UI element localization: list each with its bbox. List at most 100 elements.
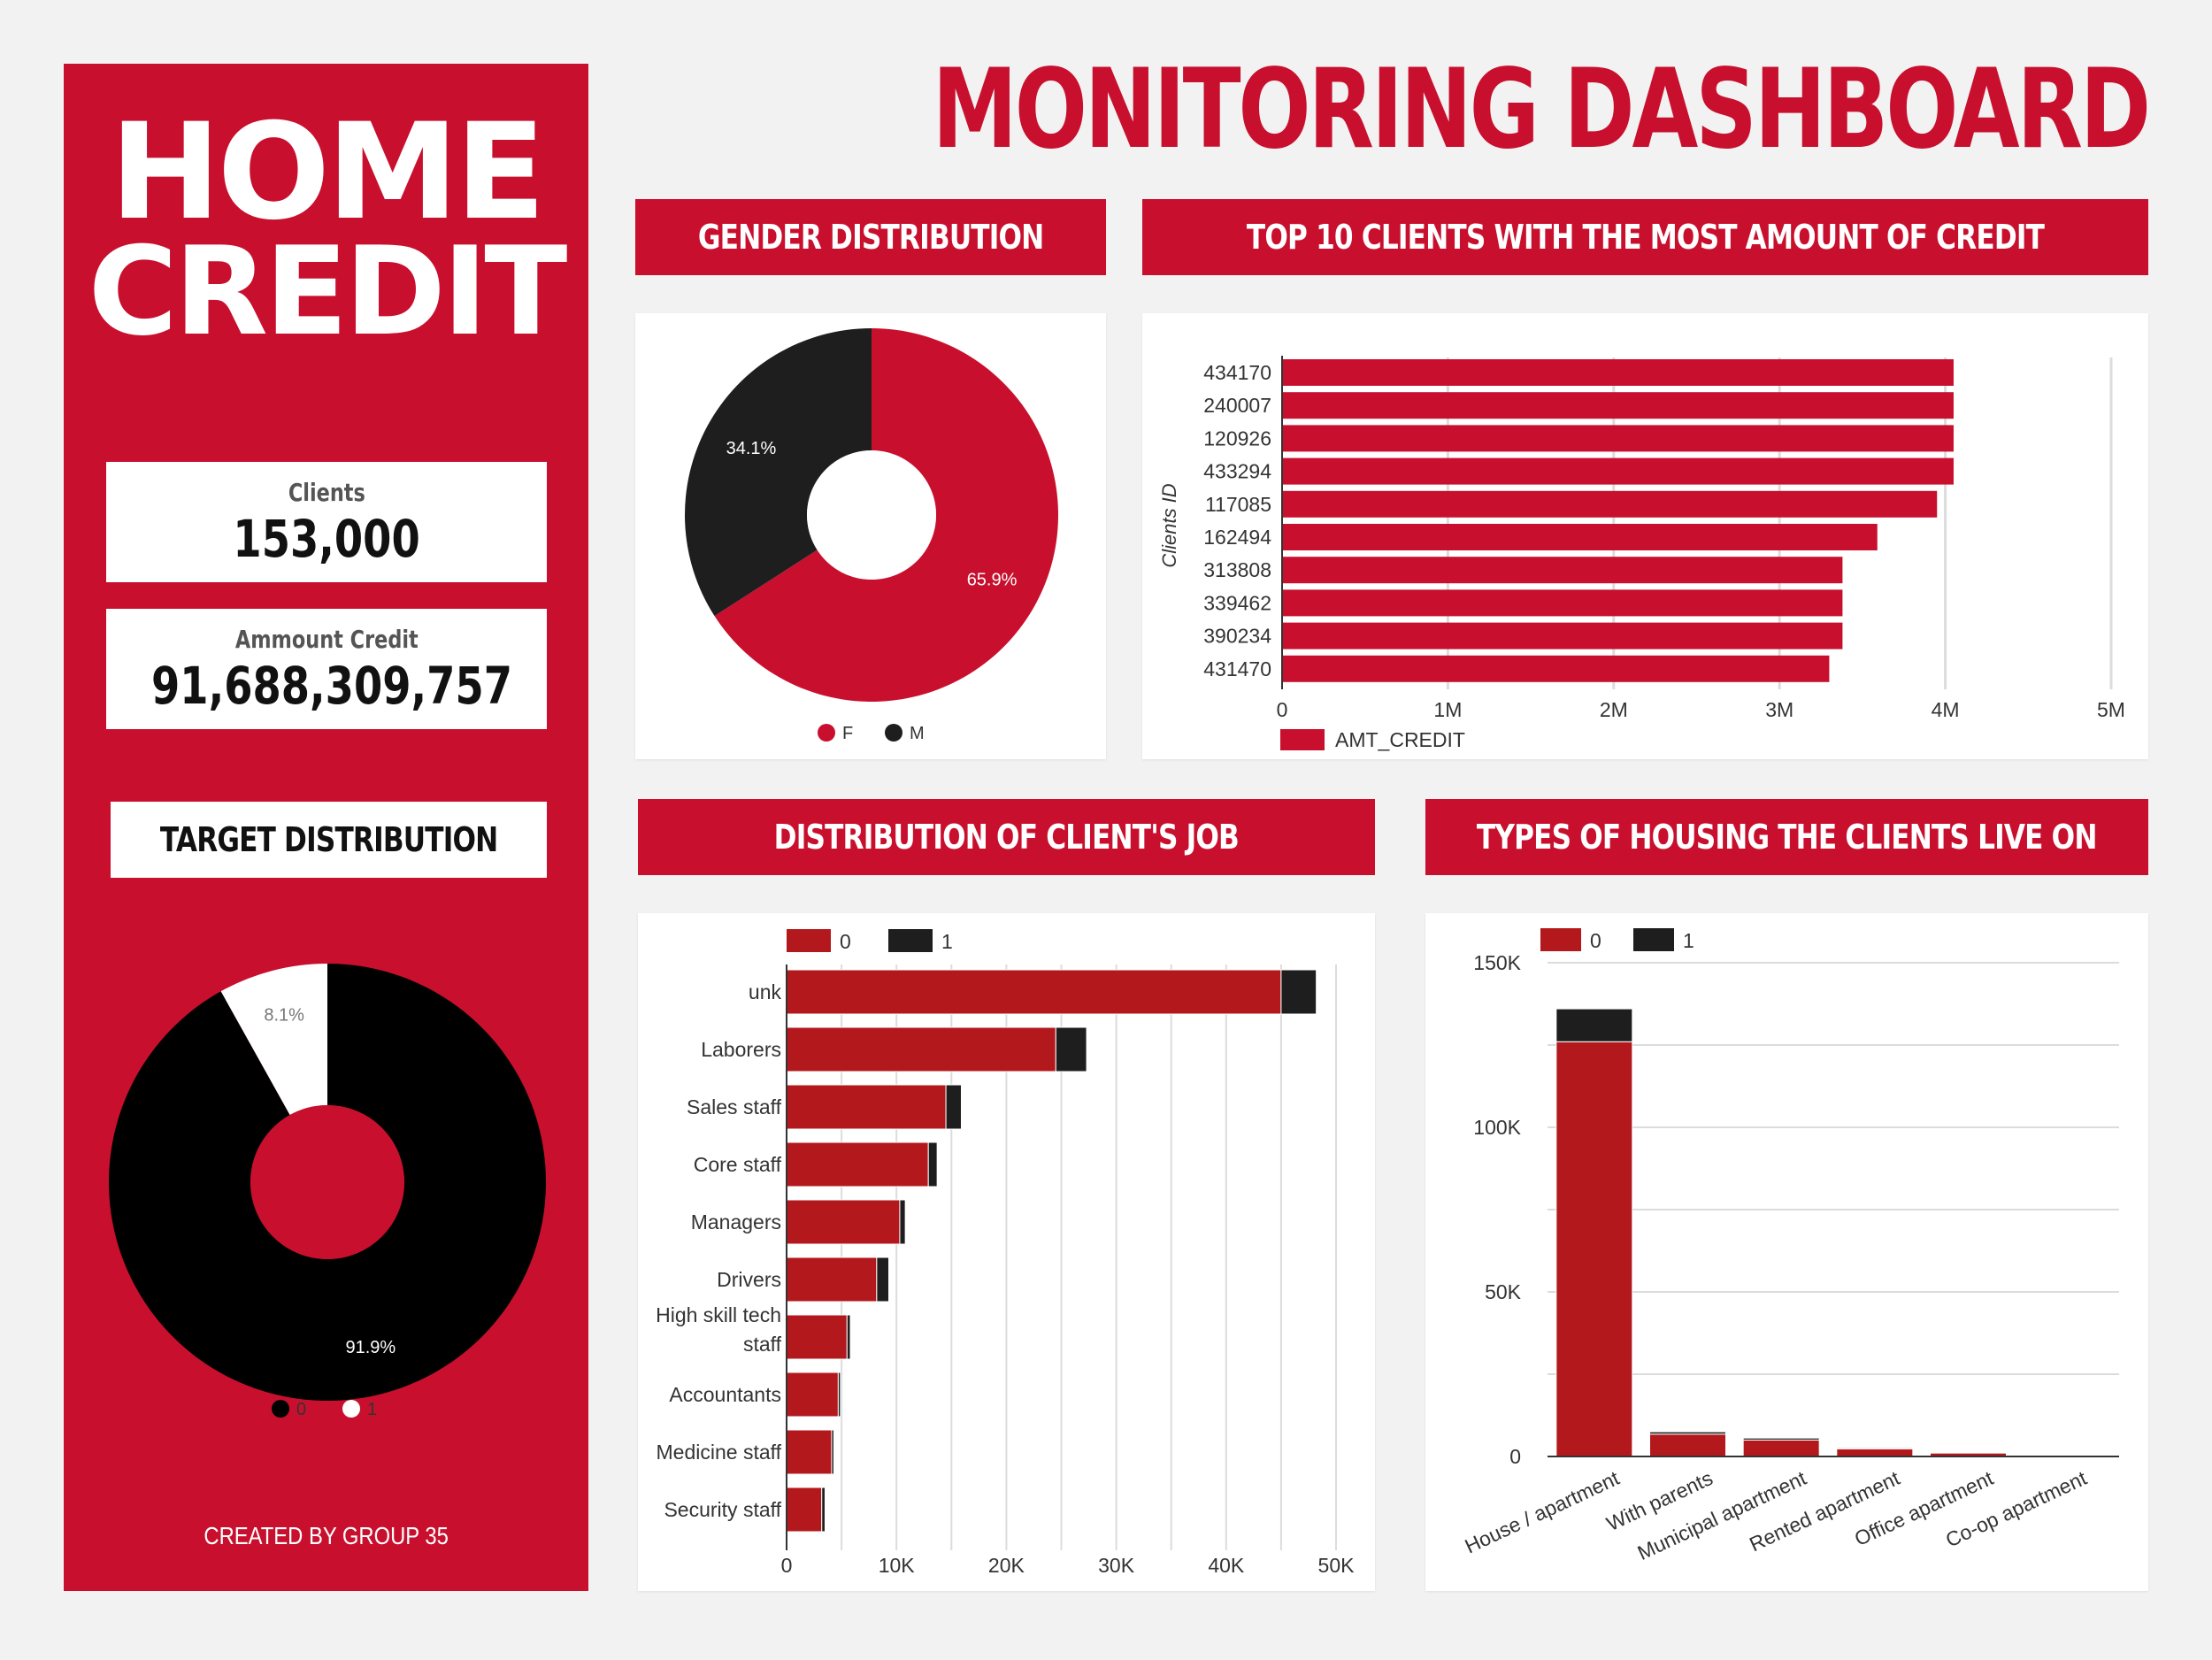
job-bar-series-1 bbox=[821, 1487, 826, 1533]
job-x-tick-label: 10K bbox=[879, 1554, 916, 1577]
job-bar-series-0 bbox=[786, 1257, 878, 1303]
footer-credit: CREATED BY GROUP 35 bbox=[64, 1522, 588, 1550]
job-bar-chart: 0 10K 20K 30K 40K 50K unk Laborers Sales staff Co… bbox=[656, 929, 1355, 1577]
housing-chart-panel: 0 50K 100K 150K House / apartment With parent… bbox=[1425, 913, 2148, 1591]
top10-x-tick-label: 5M bbox=[2097, 698, 2125, 721]
job-x-tick-label: 20K bbox=[988, 1554, 1025, 1577]
gender-slice-M bbox=[685, 328, 872, 617]
gender-donut-hole bbox=[807, 450, 936, 580]
top10-bar-chart: 0 1M 2M 3M 4M 5M 434170 240007 120926 433294 11708… bbox=[1158, 356, 2125, 751]
kpi-clients-label: Clients bbox=[288, 478, 365, 507]
job-bar-series-0 bbox=[786, 1429, 833, 1475]
job-bar-series-0 bbox=[786, 1199, 901, 1245]
job-y-tick-label: Core staff bbox=[694, 1153, 782, 1176]
top10-y-tick-label: 434170 bbox=[1203, 361, 1271, 384]
top10-bar bbox=[1282, 557, 1843, 584]
top10-bar bbox=[1282, 359, 1954, 386]
kpi-clients-value: 153,000 bbox=[233, 509, 420, 569]
target-legend-swatch-1 bbox=[342, 1400, 360, 1418]
gender-chart-panel: 65.9% 34.1% F M bbox=[635, 313, 1106, 759]
logo-home-text: HOME bbox=[64, 106, 588, 239]
top10-clients-title: TOP 10 CLIENTS WITH THE MOST AMOUNT OF C… bbox=[1246, 218, 2045, 257]
job-bar-series-1 bbox=[846, 1314, 851, 1360]
job-y-tick-label: Drivers bbox=[717, 1268, 781, 1291]
housing-bar-series-0 bbox=[1649, 1433, 1726, 1457]
logo-credit-text: CREDIT bbox=[64, 230, 588, 354]
housing-types-title: TYPES OF HOUSING THE CLIENTS LIVE ON bbox=[1477, 818, 2098, 857]
target-donut-chart: 91.9% 8.1% 0 1 bbox=[108, 964, 547, 1419]
job-bar-series-1 bbox=[876, 1257, 890, 1303]
housing-legend-label-0: 0 bbox=[1590, 929, 1601, 952]
job-bar-series-1 bbox=[899, 1199, 906, 1245]
housing-types-header: TYPES OF HOUSING THE CLIENTS LIVE ON bbox=[1425, 799, 2148, 875]
page-title-text: MONITORING DASHBOARD bbox=[932, 46, 2152, 173]
top10-clients-header: TOP 10 CLIENTS WITH THE MOST AMOUNT OF C… bbox=[1142, 199, 2148, 275]
top10-x-tick-label: 3M bbox=[1765, 698, 1793, 721]
page-title: MONITORING DASHBOARD bbox=[589, 46, 2152, 173]
top10-y-axis-label: Clients ID bbox=[1158, 483, 1180, 567]
logo-line-2: CREDIT bbox=[88, 220, 568, 363]
job-bar-series-0 bbox=[786, 1372, 839, 1418]
job-chart-panel: 0 10K 20K 30K 40K 50K unk Laborers Sales staff Co… bbox=[638, 913, 1375, 1591]
logo-line-1: HOME bbox=[110, 96, 546, 250]
job-y-tick-label: Accountants bbox=[669, 1383, 781, 1406]
top10-y-tick-label: 117085 bbox=[1205, 493, 1271, 516]
top10-y-tick-label: 313808 bbox=[1203, 558, 1271, 581]
top10-bar bbox=[1282, 622, 1843, 649]
top10-legend-swatch bbox=[1280, 729, 1325, 750]
target-distribution-title: TARGET DISTRIBUTION bbox=[159, 820, 498, 859]
job-bar-series-0 bbox=[786, 1026, 1056, 1072]
housing-bar-series-1 bbox=[1930, 1451, 2007, 1454]
top10-bar bbox=[1282, 457, 1954, 485]
target-slice-label-1: 8.1% bbox=[264, 1006, 304, 1026]
top10-bar bbox=[1282, 425, 1954, 452]
job-legend-swatch-1 bbox=[888, 929, 933, 952]
housing-y-tick-label: 150K bbox=[1473, 951, 1521, 974]
top10-bar bbox=[1282, 524, 1878, 550]
housing-bar-series-1 bbox=[1836, 1447, 1914, 1449]
target-donut-hole bbox=[250, 1105, 404, 1259]
job-distribution-header: DISTRIBUTION OF CLIENT'S JOB bbox=[638, 799, 1375, 875]
footer-credit-text: CREATED BY GROUP 35 bbox=[204, 1522, 449, 1549]
target-legend-label-0: 0 bbox=[296, 1400, 306, 1419]
target-distribution-header: TARGET DISTRIBUTION bbox=[111, 802, 547, 878]
job-legend-swatch-0 bbox=[787, 929, 831, 952]
top10-bar bbox=[1282, 655, 1830, 682]
housing-y-tick-label: 0 bbox=[1509, 1445, 1521, 1468]
housing-bar-series-1 bbox=[1742, 1437, 1820, 1441]
top10-bar bbox=[1282, 490, 1938, 518]
gender-legend-swatch-M bbox=[885, 724, 902, 742]
top10-y-tick-label: 431470 bbox=[1203, 657, 1271, 680]
top10-y-tick-label: 162494 bbox=[1203, 526, 1271, 549]
job-bar-series-0 bbox=[786, 1141, 929, 1187]
top10-legend-label: AMT_CREDIT bbox=[1335, 728, 1465, 751]
housing-y-tick-label: 50K bbox=[1485, 1280, 1522, 1303]
job-distribution-title: DISTRIBUTION OF CLIENT'S JOB bbox=[773, 818, 1240, 857]
top10-bar bbox=[1282, 392, 1954, 419]
housing-y-tick-label: 100K bbox=[1473, 1116, 1521, 1139]
job-bar-series-0 bbox=[786, 969, 1282, 1015]
housing-x-tick-label: Municipal apartment bbox=[1634, 1466, 1810, 1564]
job-y-tick-label: unk bbox=[749, 980, 782, 1003]
gender-legend-label-F: F bbox=[842, 724, 853, 743]
housing-legend-swatch-0 bbox=[1540, 928, 1581, 951]
job-y-tick-label: Managers bbox=[691, 1210, 781, 1233]
housing-bar-series-0 bbox=[1555, 1041, 1633, 1457]
top10-x-tick-label: 0 bbox=[1277, 698, 1288, 721]
top10-x-tick-label: 4M bbox=[1932, 698, 1960, 721]
job-bar-series-1 bbox=[945, 1084, 962, 1130]
target-legend-label-1: 1 bbox=[367, 1400, 377, 1419]
housing-bar-series-1 bbox=[1555, 1008, 1633, 1042]
job-y-tick-label: Laborers bbox=[701, 1038, 781, 1061]
top10-x-tick-label: 2M bbox=[1600, 698, 1628, 721]
top10-y-tick-label: 120926 bbox=[1203, 427, 1271, 450]
job-bar-series-1 bbox=[1055, 1026, 1087, 1072]
top10-chart-panel: 0 1M 2M 3M 4M 5M 434170 240007 120926 433294 11708… bbox=[1142, 313, 2148, 759]
job-y-tick-label: Security staff bbox=[664, 1498, 781, 1521]
housing-bar-series-0 bbox=[1836, 1448, 1914, 1457]
gender-distribution-title: GENDER DISTRIBUTION bbox=[697, 218, 1044, 257]
housing-legend-swatch-1 bbox=[1633, 928, 1674, 951]
housing-bar-series-1 bbox=[2023, 1454, 2101, 1456]
job-y-tick-label: staff bbox=[743, 1333, 782, 1356]
job-bar-series-1 bbox=[927, 1141, 938, 1187]
